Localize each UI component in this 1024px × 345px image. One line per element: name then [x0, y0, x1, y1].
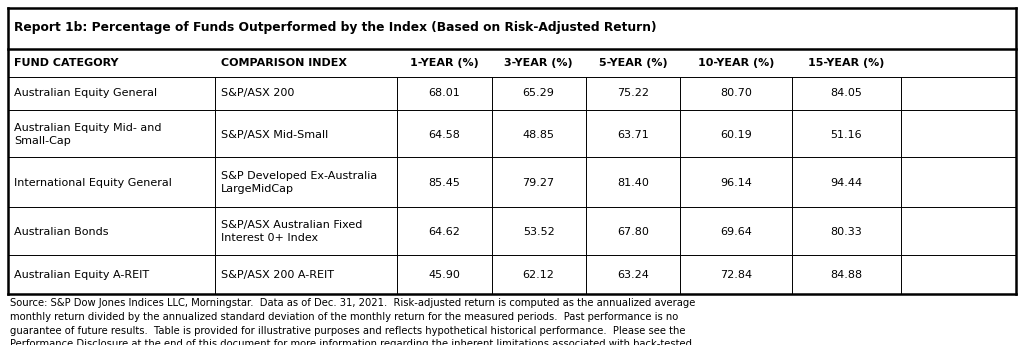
Text: 84.05: 84.05 — [829, 88, 862, 98]
Text: 81.40: 81.40 — [616, 178, 649, 188]
Text: 63.71: 63.71 — [616, 130, 649, 139]
Text: 51.16: 51.16 — [830, 130, 861, 139]
Text: 45.90: 45.90 — [428, 270, 461, 280]
Text: 1-YEAR (%): 1-YEAR (%) — [410, 58, 479, 68]
Text: 3-YEAR (%): 3-YEAR (%) — [504, 58, 573, 68]
Text: 72.84: 72.84 — [720, 270, 753, 280]
Text: FUND CATEGORY: FUND CATEGORY — [14, 58, 119, 68]
Text: Australian Equity Mid- and
Small-Cap: Australian Equity Mid- and Small-Cap — [14, 123, 162, 146]
Text: Report 1b: Percentage of Funds Outperformed by the Index (Based on Risk-Adjusted: Report 1b: Percentage of Funds Outperfor… — [14, 21, 656, 34]
Text: 94.44: 94.44 — [829, 178, 862, 188]
Text: 69.64: 69.64 — [720, 227, 753, 237]
Text: 5-YEAR (%): 5-YEAR (%) — [598, 58, 668, 68]
Text: S&P/ASX Mid-Small: S&P/ASX Mid-Small — [221, 130, 329, 139]
Text: Source: S&P Dow Jones Indices LLC, Morningstar.  Data as of Dec. 31, 2021.  Risk: Source: S&P Dow Jones Indices LLC, Morni… — [10, 298, 695, 345]
Text: Australian Equity General: Australian Equity General — [14, 88, 158, 98]
Text: S&P/ASX 200: S&P/ASX 200 — [221, 88, 295, 98]
Text: 79.27: 79.27 — [522, 178, 555, 188]
Text: S&P Developed Ex-Australia
LargeMidCap: S&P Developed Ex-Australia LargeMidCap — [221, 171, 378, 194]
Text: 10-YEAR (%): 10-YEAR (%) — [698, 58, 774, 68]
Text: COMPARISON INDEX: COMPARISON INDEX — [221, 58, 347, 68]
Text: International Equity General: International Equity General — [14, 178, 172, 188]
Text: 75.22: 75.22 — [616, 88, 649, 98]
Text: S&P/ASX 200 A-REIT: S&P/ASX 200 A-REIT — [221, 270, 334, 280]
Text: Australian Equity A-REIT: Australian Equity A-REIT — [14, 270, 150, 280]
Text: 62.12: 62.12 — [522, 270, 555, 280]
Text: 67.80: 67.80 — [616, 227, 649, 237]
Text: 96.14: 96.14 — [720, 178, 753, 188]
Text: 80.70: 80.70 — [720, 88, 753, 98]
Text: S&P/ASX Australian Fixed
Interest 0+ Index: S&P/ASX Australian Fixed Interest 0+ Ind… — [221, 220, 362, 243]
Text: 63.24: 63.24 — [616, 270, 649, 280]
Text: 48.85: 48.85 — [522, 130, 555, 139]
Text: 84.88: 84.88 — [829, 270, 862, 280]
Text: 85.45: 85.45 — [428, 178, 461, 188]
Text: 64.62: 64.62 — [428, 227, 461, 237]
Text: 60.19: 60.19 — [720, 130, 753, 139]
Text: 64.58: 64.58 — [428, 130, 461, 139]
Text: 53.52: 53.52 — [522, 227, 555, 237]
Text: 15-YEAR (%): 15-YEAR (%) — [808, 58, 884, 68]
Text: 68.01: 68.01 — [428, 88, 461, 98]
Text: Australian Bonds: Australian Bonds — [14, 227, 109, 237]
Text: 80.33: 80.33 — [829, 227, 862, 237]
Text: 65.29: 65.29 — [522, 88, 555, 98]
